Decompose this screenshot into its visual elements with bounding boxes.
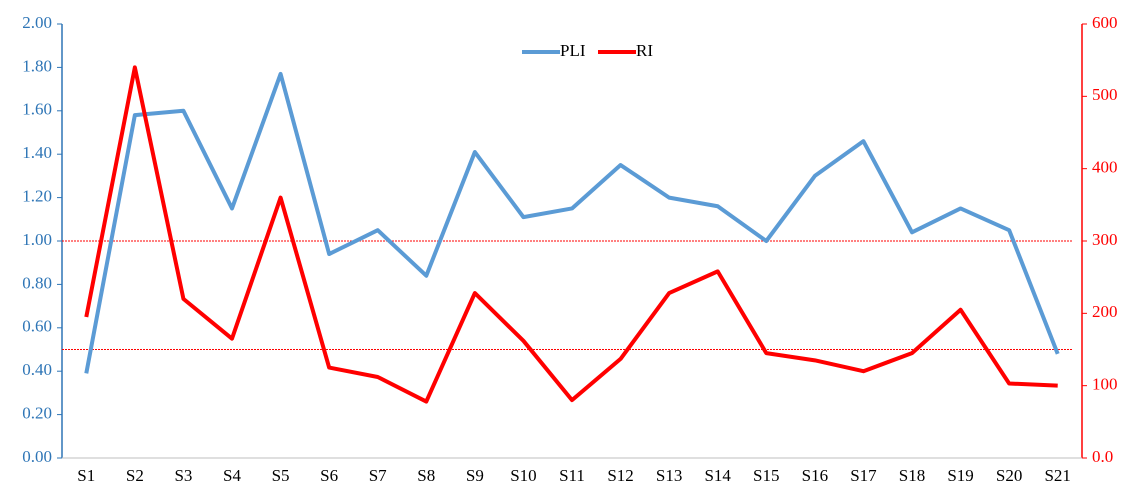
- y-tick-label: 0.40: [22, 360, 52, 379]
- x-tick-label: S12: [607, 466, 633, 485]
- y-tick-label: 1.20: [22, 187, 52, 206]
- x-tick-label: S13: [656, 466, 682, 485]
- y-tick-label: 0.80: [22, 273, 52, 292]
- y-tick-label: 1.00: [22, 230, 52, 249]
- x-tick-label: S15: [753, 466, 779, 485]
- legend-label: PLI: [560, 41, 586, 60]
- y-tick-label: 1.80: [22, 56, 52, 75]
- y2-tick-label: 0.0: [1092, 447, 1113, 466]
- x-tick-label: S14: [704, 466, 731, 485]
- x-tick-label: S10: [510, 466, 536, 485]
- x-tick-label: S9: [466, 466, 484, 485]
- y-tick-label: 2.00: [22, 13, 52, 32]
- y-tick-label: 0.00: [22, 447, 52, 466]
- x-tick-label: S5: [272, 466, 290, 485]
- y2-tick-label: 100: [1092, 375, 1118, 394]
- y2-tick-label: 400: [1092, 158, 1118, 177]
- x-tick-label: S18: [899, 466, 925, 485]
- x-tick-label: S2: [126, 466, 144, 485]
- series-line: [84, 65, 1058, 404]
- series-line: [84, 71, 1060, 374]
- x-tick-label: S19: [947, 466, 973, 485]
- x-tick-label: S3: [174, 466, 192, 485]
- x-tick-label: S1: [77, 466, 95, 485]
- x-tick-label: S17: [850, 466, 877, 485]
- legend-label: RI: [636, 41, 653, 60]
- y-tick-label: 0.20: [22, 404, 52, 423]
- y2-tick-label: 500: [1092, 85, 1118, 104]
- x-tick-label: S21: [1044, 466, 1070, 485]
- y-tick-label: 0.60: [22, 317, 52, 336]
- x-tick-label: S6: [320, 466, 338, 485]
- x-tick-label: S20: [996, 466, 1022, 485]
- x-tick-label: S11: [559, 466, 585, 485]
- y-tick-label: 1.40: [22, 143, 52, 162]
- y2-tick-label: 300: [1092, 230, 1118, 249]
- x-tick-label: S4: [223, 466, 241, 485]
- x-tick-label: S7: [369, 466, 387, 485]
- y-tick-label: 1.60: [22, 100, 52, 119]
- y2-tick-label: 200: [1092, 302, 1118, 321]
- y2-tick-label: 600: [1092, 13, 1118, 32]
- x-tick-label: S16: [802, 466, 828, 485]
- x-tick-label: S8: [417, 466, 435, 485]
